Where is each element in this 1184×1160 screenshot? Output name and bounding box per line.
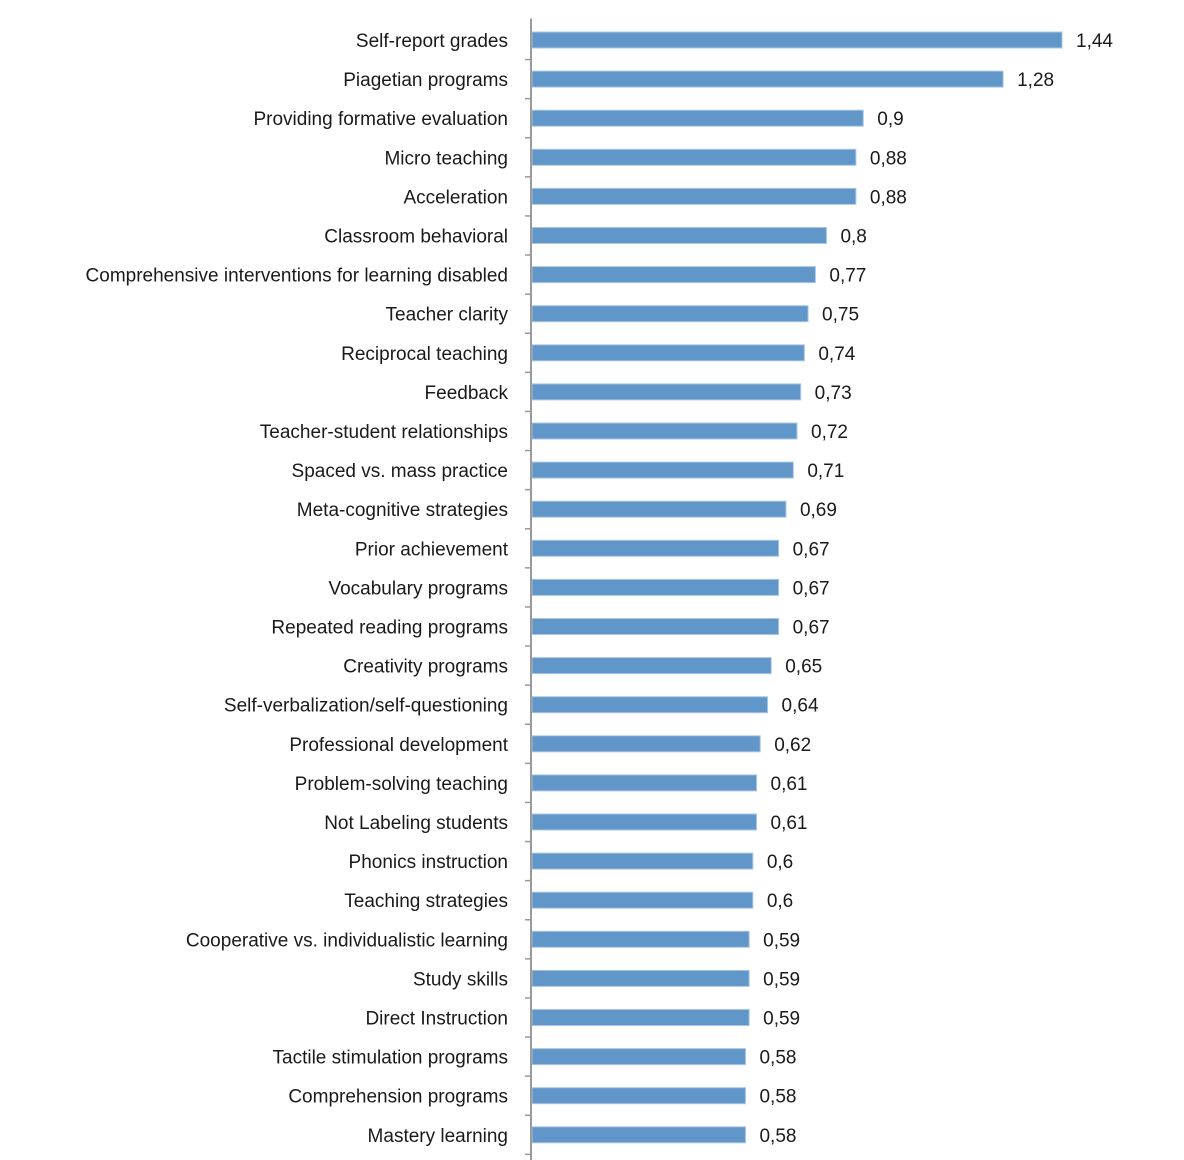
bar (531, 70, 1004, 88)
data-label: 0,74 (818, 344, 855, 365)
bar (531, 344, 805, 362)
data-label: 1,44 (1076, 31, 1113, 52)
data-label: 0,6 (767, 891, 793, 912)
bar (531, 31, 1063, 49)
data-label: 0,65 (785, 657, 822, 678)
data-label: 0,6 (767, 852, 793, 873)
category-labels: Self-report grades Piagetian programs Prov… (86, 31, 509, 1147)
bar (531, 539, 780, 557)
bar (531, 969, 750, 987)
bar (531, 422, 798, 440)
category-label: Teaching strategies (344, 891, 508, 912)
data-label: 0,59 (763, 930, 800, 951)
bar (531, 578, 780, 596)
category-label: Teacher-student relationships (260, 422, 508, 443)
data-label: 0,58 (759, 1048, 796, 1069)
data-label: 0,61 (771, 774, 808, 795)
data-label: 0,72 (811, 422, 848, 443)
bar (531, 187, 857, 205)
bar (531, 774, 758, 792)
category-label: Vocabulary programs (328, 578, 508, 599)
data-label: 0,64 (782, 696, 819, 717)
value-labels: 1,441,280,90,880,880,80,770,750,740,730,… (759, 31, 1113, 1147)
category-label: Feedback (425, 383, 509, 404)
bar (531, 1009, 750, 1026)
category-label: Micro teaching (384, 148, 508, 169)
data-label: 0,77 (829, 266, 866, 287)
bar (531, 852, 754, 870)
data-label: 0,58 (759, 1126, 796, 1147)
category-label: Creativity programs (343, 657, 508, 678)
category-label: Acceleration (403, 187, 508, 208)
category-label: Reciprocal teaching (341, 344, 508, 365)
data-label: 0,59 (763, 1009, 800, 1030)
data-label: 0,8 (840, 227, 866, 248)
bar (531, 461, 794, 479)
bar (531, 696, 769, 714)
category-label: Teacher clarity (386, 305, 509, 326)
bar (531, 813, 758, 831)
data-label: 0,88 (870, 148, 907, 169)
bar (531, 1087, 746, 1105)
bar (531, 1126, 746, 1144)
category-label: Meta-cognitive strategies (297, 500, 508, 521)
data-label: 0,62 (774, 735, 811, 756)
data-label: 0,88 (870, 187, 907, 208)
data-label: 0,75 (822, 305, 859, 326)
category-label: Tactile stimulation programs (273, 1048, 508, 1069)
category-label: Self-report grades (356, 31, 508, 52)
category-label: Cooperative vs. individualistic learning (186, 930, 508, 951)
bar (531, 657, 772, 675)
bar (531, 930, 750, 948)
category-label: Comprehension programs (288, 1087, 508, 1108)
data-label: 0,67 (793, 578, 830, 599)
data-label: 0,9 (877, 109, 903, 130)
data-label: 0,71 (807, 461, 844, 482)
bar (531, 1048, 746, 1066)
bar (531, 148, 857, 166)
data-label: 0,67 (793, 618, 830, 639)
category-label: Spaced vs. mass practice (292, 461, 508, 482)
category-label: Problem-solving teaching (295, 774, 508, 795)
data-label: 0,59 (763, 969, 800, 990)
bar (531, 618, 780, 635)
bar (531, 500, 787, 518)
category-label: Repeated reading programs (271, 618, 508, 639)
data-label: 0,73 (815, 383, 852, 404)
category-label: Providing formative evaluation (253, 109, 508, 130)
bar (531, 383, 802, 401)
data-label: 0,69 (800, 500, 837, 521)
category-label: Comprehensive interventions for learning… (86, 266, 508, 287)
category-label: Mastery learning (368, 1126, 508, 1147)
category-label: Direct Instruction (365, 1009, 508, 1030)
bar (531, 305, 809, 323)
bar (531, 735, 761, 753)
category-label: Classroom behavioral (324, 227, 508, 248)
bar (531, 891, 754, 909)
bar (531, 227, 827, 244)
category-label: Self-verbalization/self-questioning (224, 696, 508, 717)
category-label: Not Labeling students (324, 813, 508, 834)
category-label: Phonics instruction (349, 852, 508, 873)
category-label: Prior achievement (355, 539, 509, 560)
bar (531, 266, 816, 284)
data-label: 1,28 (1017, 70, 1054, 91)
category-label: Professional development (289, 735, 508, 756)
data-label: 0,58 (759, 1087, 796, 1108)
category-label: Piagetian programs (343, 70, 508, 91)
data-label: 0,61 (771, 813, 808, 834)
bar (531, 109, 864, 127)
category-label: Study skills (413, 969, 508, 990)
data-label: 0,67 (793, 539, 830, 560)
